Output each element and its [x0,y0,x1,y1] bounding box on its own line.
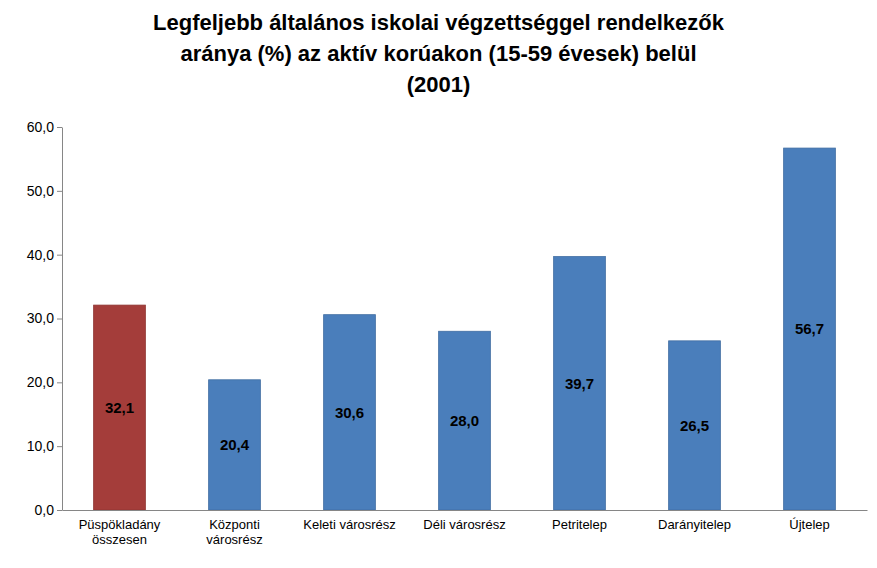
data-label: 32,1 [105,399,134,416]
y-tick: 50,0 [27,183,62,199]
bar [94,305,146,510]
data-label: 39,7 [565,375,594,392]
x-tick: Petritelep [552,517,607,532]
y-tick-mark [57,319,62,320]
data-label: 30,6 [335,404,364,421]
data-label: 28,0 [450,412,479,429]
y-tick-label: 0,0 [35,502,55,518]
chart: Legfeljebb általános iskolai végzettségg… [0,0,877,568]
y-tick-label: 60,0 [27,119,54,135]
bar [439,331,491,510]
data-labels: 32,1 20,4 30,6 28,0 39,7 26,5 56,7 [105,320,824,453]
bar [554,257,606,510]
y-tick-mark [57,127,62,128]
y-tick-mark [57,191,62,192]
y-tick-label: 20,0 [27,374,54,390]
x-axis: Püspökladányösszesen Központivárosrész Kel… [63,511,868,548]
y-tick: 40,0 [27,247,62,263]
y-tick-mark [57,510,62,511]
y-tick: 10,0 [27,438,62,454]
x-tick-label: Darányitelep [658,517,731,532]
bars [94,148,836,510]
y-tick-mark [57,255,62,256]
x-tick-label: Keleti városrész [303,517,395,532]
y-tick: 20,0 [27,374,62,390]
x-tick-label: Újtelep [789,517,829,532]
y-tick: 60,0 [27,119,62,135]
y-tick: 30,0 [27,310,62,326]
y-tick-label: 40,0 [27,247,54,263]
y-tick-mark [57,446,62,447]
x-tick-label: Déli városrész [423,517,505,532]
x-tick: Püspökladányösszesen [79,517,161,547]
x-tick: Darányitelep [658,517,731,532]
y-tick-label: 10,0 [27,438,54,454]
x-tick: Újtelep [789,517,829,532]
data-label: 26,5 [680,417,709,434]
bar [784,148,836,510]
x-tick: Keleti városrész [303,517,395,532]
title: Legfeljebb általános iskolai végzettségg… [153,10,725,97]
x-tick-label: Petritelep [552,517,607,532]
x-tick: Központivárosrész [206,517,262,547]
data-label: 20,4 [220,436,250,453]
y-axis: 0,0 10,0 20,0 30,0 40,0 50,0 60,0 [27,119,63,518]
data-label: 56,7 [795,320,824,337]
bar [324,315,376,510]
y-tick: 0,0 [35,502,62,518]
x-tick-label: Központivárosrész [206,517,262,547]
y-tick-label: 30,0 [27,310,54,326]
bar [669,341,721,510]
y-axis-line [62,128,63,511]
x-tick: Déli városrész [423,517,505,532]
x-axis-line [63,510,868,511]
y-tick-label: 50,0 [27,183,54,199]
bar [209,380,261,510]
x-tick-label: Püspökladányösszesen [79,517,161,547]
y-tick-mark [57,382,62,383]
plot: 0,0 10,0 20,0 30,0 40,0 50,0 60,0 Püspökladányö… [27,119,868,547]
